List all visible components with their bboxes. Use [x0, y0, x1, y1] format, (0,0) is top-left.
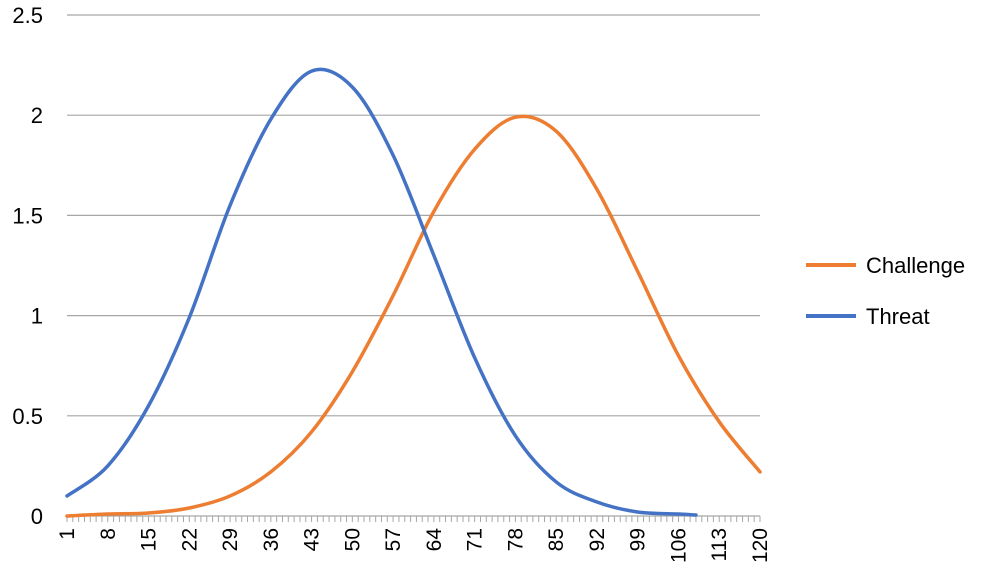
- x-tick-label: 120: [749, 528, 772, 563]
- series-lines: [65, 67, 762, 518]
- axes: 0 0.5 1 1.5 2 2.5 1 8 15 22 29 36 43 50 57 64 71 78 85 92 99…: [12, 3, 772, 563]
- y-tick-label: 0.5: [12, 404, 43, 429]
- x-tick-label: 15: [138, 528, 161, 551]
- y-tick-label: 1.5: [12, 203, 43, 228]
- x-tick-label: 43: [301, 528, 324, 551]
- x-tick-label: 92: [586, 528, 609, 551]
- x-tick-label: 71: [464, 528, 487, 551]
- x-tick-label: 99: [627, 528, 650, 551]
- legend-label-threat: Threat: [866, 304, 930, 329]
- y-tick-label: 2.5: [12, 3, 43, 28]
- x-tick-label: 106: [667, 528, 690, 563]
- x-tick-label: 50: [341, 528, 364, 551]
- x-tick-label: 64: [423, 528, 446, 552]
- legend: Challenge Threat: [806, 253, 965, 329]
- y-tick-label: 1: [31, 304, 43, 329]
- y-tick-label: 0: [31, 504, 43, 529]
- y-tick-label: 2: [31, 103, 43, 128]
- x-tick-label: 113: [708, 528, 731, 561]
- x-tick-label: 78: [504, 528, 527, 551]
- gridlines: [67, 14, 760, 417]
- x-tick-label: 22: [178, 528, 201, 551]
- x-tick-label: 8: [97, 528, 120, 540]
- legend-label-challenge: Challenge: [866, 253, 965, 278]
- series-line-threat: [65, 67, 698, 517]
- x-tick-label: 85: [545, 528, 568, 551]
- x-tick-label: 29: [219, 528, 242, 551]
- x-tick-label: 36: [260, 528, 283, 551]
- x-tick-label: 57: [382, 528, 405, 551]
- x-tick-label: 1: [56, 528, 79, 540]
